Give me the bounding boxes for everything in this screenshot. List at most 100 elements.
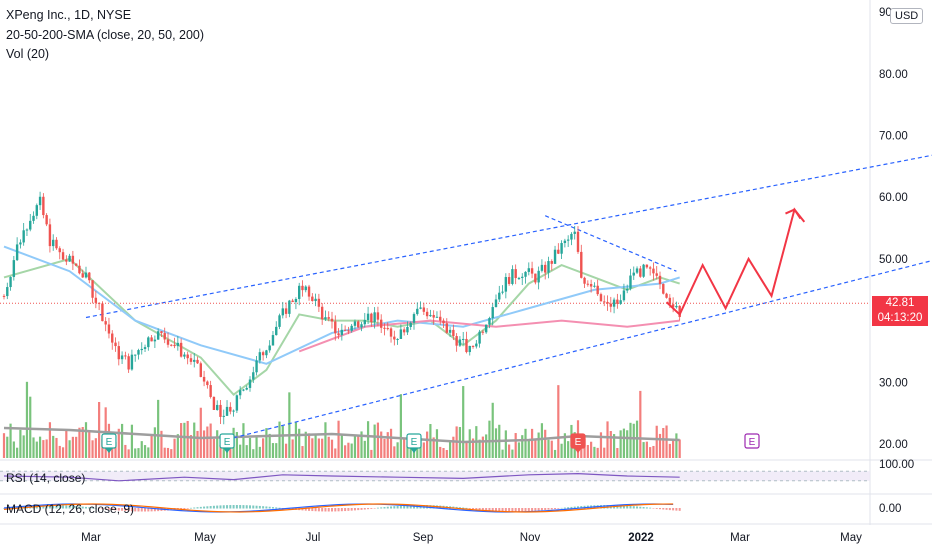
volume-bar <box>65 429 68 458</box>
macd-bar <box>662 508 665 510</box>
candle-body <box>9 276 12 288</box>
volume-bars <box>2 381 681 458</box>
macd-bar <box>540 508 543 511</box>
rsi-axis-label: 100.00 <box>879 459 914 471</box>
sma-legend[interactable]: 20-50-200-SMA (close, 20, 50, 200) <box>6 28 205 42</box>
x-tick-label: Mar <box>730 532 750 544</box>
volume-bar <box>504 430 507 458</box>
candle-body <box>455 336 458 346</box>
macd-bar <box>144 508 147 512</box>
candle-body <box>350 325 353 331</box>
macd-bar <box>212 505 215 509</box>
candle-body <box>586 283 590 285</box>
rsi-legend[interactable]: RSI (14, close) <box>6 471 86 485</box>
volume-bar <box>52 435 55 458</box>
volume-bar <box>114 442 117 458</box>
currency-button[interactable]: USD <box>890 8 924 24</box>
macd-bar <box>517 508 520 512</box>
volume-bar <box>255 436 258 458</box>
candle-body <box>45 215 48 225</box>
volume-bar <box>652 445 655 458</box>
y-tick-label: 20.00 <box>879 439 908 451</box>
volume-bar <box>409 440 412 458</box>
candle-body <box>626 288 629 291</box>
candle-body <box>366 313 370 321</box>
candle-body <box>186 354 189 359</box>
volume-bar <box>599 432 603 458</box>
volume-bar <box>58 445 61 458</box>
volume-bar <box>560 443 563 458</box>
candle-body <box>255 360 258 373</box>
candle-body <box>176 342 180 347</box>
candle-body <box>71 255 75 264</box>
candle-body <box>327 317 330 319</box>
volume-bar <box>590 441 593 458</box>
macd-bar <box>62 505 65 509</box>
volume-bar <box>465 440 468 458</box>
macd-bar <box>603 505 606 509</box>
macd-bar <box>130 508 133 512</box>
volume-bar <box>517 442 521 458</box>
macd-bar <box>193 507 196 509</box>
macd-bar <box>12 507 15 509</box>
volume-bar <box>294 422 298 458</box>
macd-bar <box>216 505 219 509</box>
macd-bar <box>488 508 491 511</box>
volume-bar <box>445 449 448 458</box>
macd-bar <box>353 508 356 511</box>
candle-body <box>412 314 416 323</box>
volume-bar <box>248 437 252 458</box>
x-tick-label: Nov <box>520 532 541 544</box>
macd-bar <box>183 508 186 510</box>
macd-bar <box>321 508 324 512</box>
candle-body <box>88 272 91 281</box>
macd-bar <box>114 508 117 511</box>
volume-bar <box>199 407 202 458</box>
candle-body <box>38 196 42 206</box>
volume-bar <box>150 435 153 458</box>
earnings-marker-pointer <box>574 448 582 453</box>
volume-bar <box>284 443 288 458</box>
macd-bar <box>472 508 475 510</box>
volume-legend[interactable]: Vol (20) <box>6 47 50 61</box>
volume-bar <box>262 438 265 458</box>
volume-bar <box>166 447 170 458</box>
volume-bar <box>275 443 278 458</box>
volume-bar <box>81 427 84 458</box>
macd-bar <box>629 505 632 509</box>
macd-bar <box>413 505 415 509</box>
volume-bar <box>360 431 363 458</box>
candle-body <box>563 240 567 244</box>
symbol-legend[interactable]: XPeng Inc., 1D, NYSE <box>6 8 132 22</box>
volume-bar <box>6 436 9 458</box>
macd-bar <box>271 507 274 509</box>
volume-bar <box>170 449 173 458</box>
macd-bar <box>324 508 327 512</box>
macd-bar <box>258 505 261 509</box>
earnings-marker: E <box>570 433 586 453</box>
volume-bar <box>406 445 409 458</box>
candle-body <box>15 244 19 261</box>
macd-legend[interactable]: MACD (12, 26, close, 9) <box>6 502 135 516</box>
candle-body <box>261 352 265 356</box>
macd-bar <box>203 506 206 509</box>
candle-body <box>425 311 429 317</box>
macd-bar <box>567 507 570 509</box>
candle-body <box>258 352 262 361</box>
candle-body <box>665 293 668 298</box>
candle-body <box>406 326 409 333</box>
macd-bar <box>147 508 150 512</box>
candle-body <box>465 338 468 353</box>
candle-body <box>202 376 206 382</box>
macd-bar <box>331 508 333 512</box>
volume-bar <box>547 439 550 458</box>
volume-bar <box>98 401 101 458</box>
volume-bar <box>350 443 353 458</box>
volume-bar <box>281 425 284 458</box>
macd-bar <box>278 507 281 509</box>
volume-bar <box>32 437 35 458</box>
candle-body <box>150 337 153 342</box>
macd-bar <box>48 505 51 509</box>
candle-body <box>655 273 658 276</box>
